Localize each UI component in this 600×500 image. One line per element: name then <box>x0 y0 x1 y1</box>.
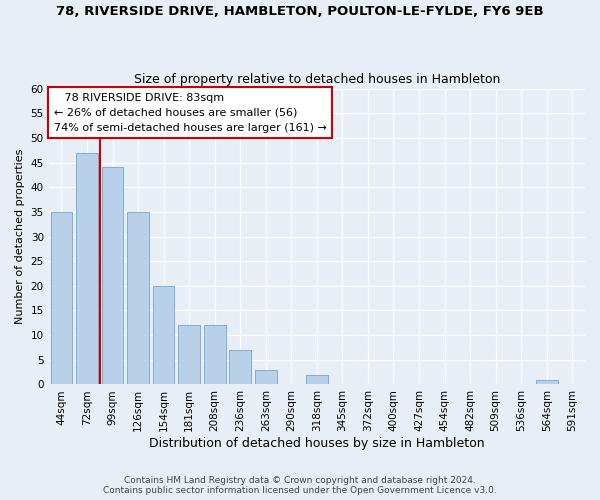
Bar <box>204 326 226 384</box>
Bar <box>255 370 277 384</box>
Text: 78 RIVERSIDE DRIVE: 83sqm
← 26% of detached houses are smaller (56)
74% of semi-: 78 RIVERSIDE DRIVE: 83sqm ← 26% of detac… <box>54 93 327 132</box>
Bar <box>178 326 200 384</box>
Bar <box>153 286 175 384</box>
Bar <box>50 212 72 384</box>
Y-axis label: Number of detached properties: Number of detached properties <box>15 149 25 324</box>
Bar <box>101 168 124 384</box>
Bar <box>306 374 328 384</box>
X-axis label: Distribution of detached houses by size in Hambleton: Distribution of detached houses by size … <box>149 437 485 450</box>
Text: Contains HM Land Registry data © Crown copyright and database right 2024.
Contai: Contains HM Land Registry data © Crown c… <box>103 476 497 495</box>
Text: 78, RIVERSIDE DRIVE, HAMBLETON, POULTON-LE-FYLDE, FY6 9EB: 78, RIVERSIDE DRIVE, HAMBLETON, POULTON-… <box>56 5 544 18</box>
Bar <box>127 212 149 384</box>
Bar <box>76 152 98 384</box>
Bar <box>229 350 251 384</box>
Bar <box>536 380 557 384</box>
Title: Size of property relative to detached houses in Hambleton: Size of property relative to detached ho… <box>134 73 500 86</box>
